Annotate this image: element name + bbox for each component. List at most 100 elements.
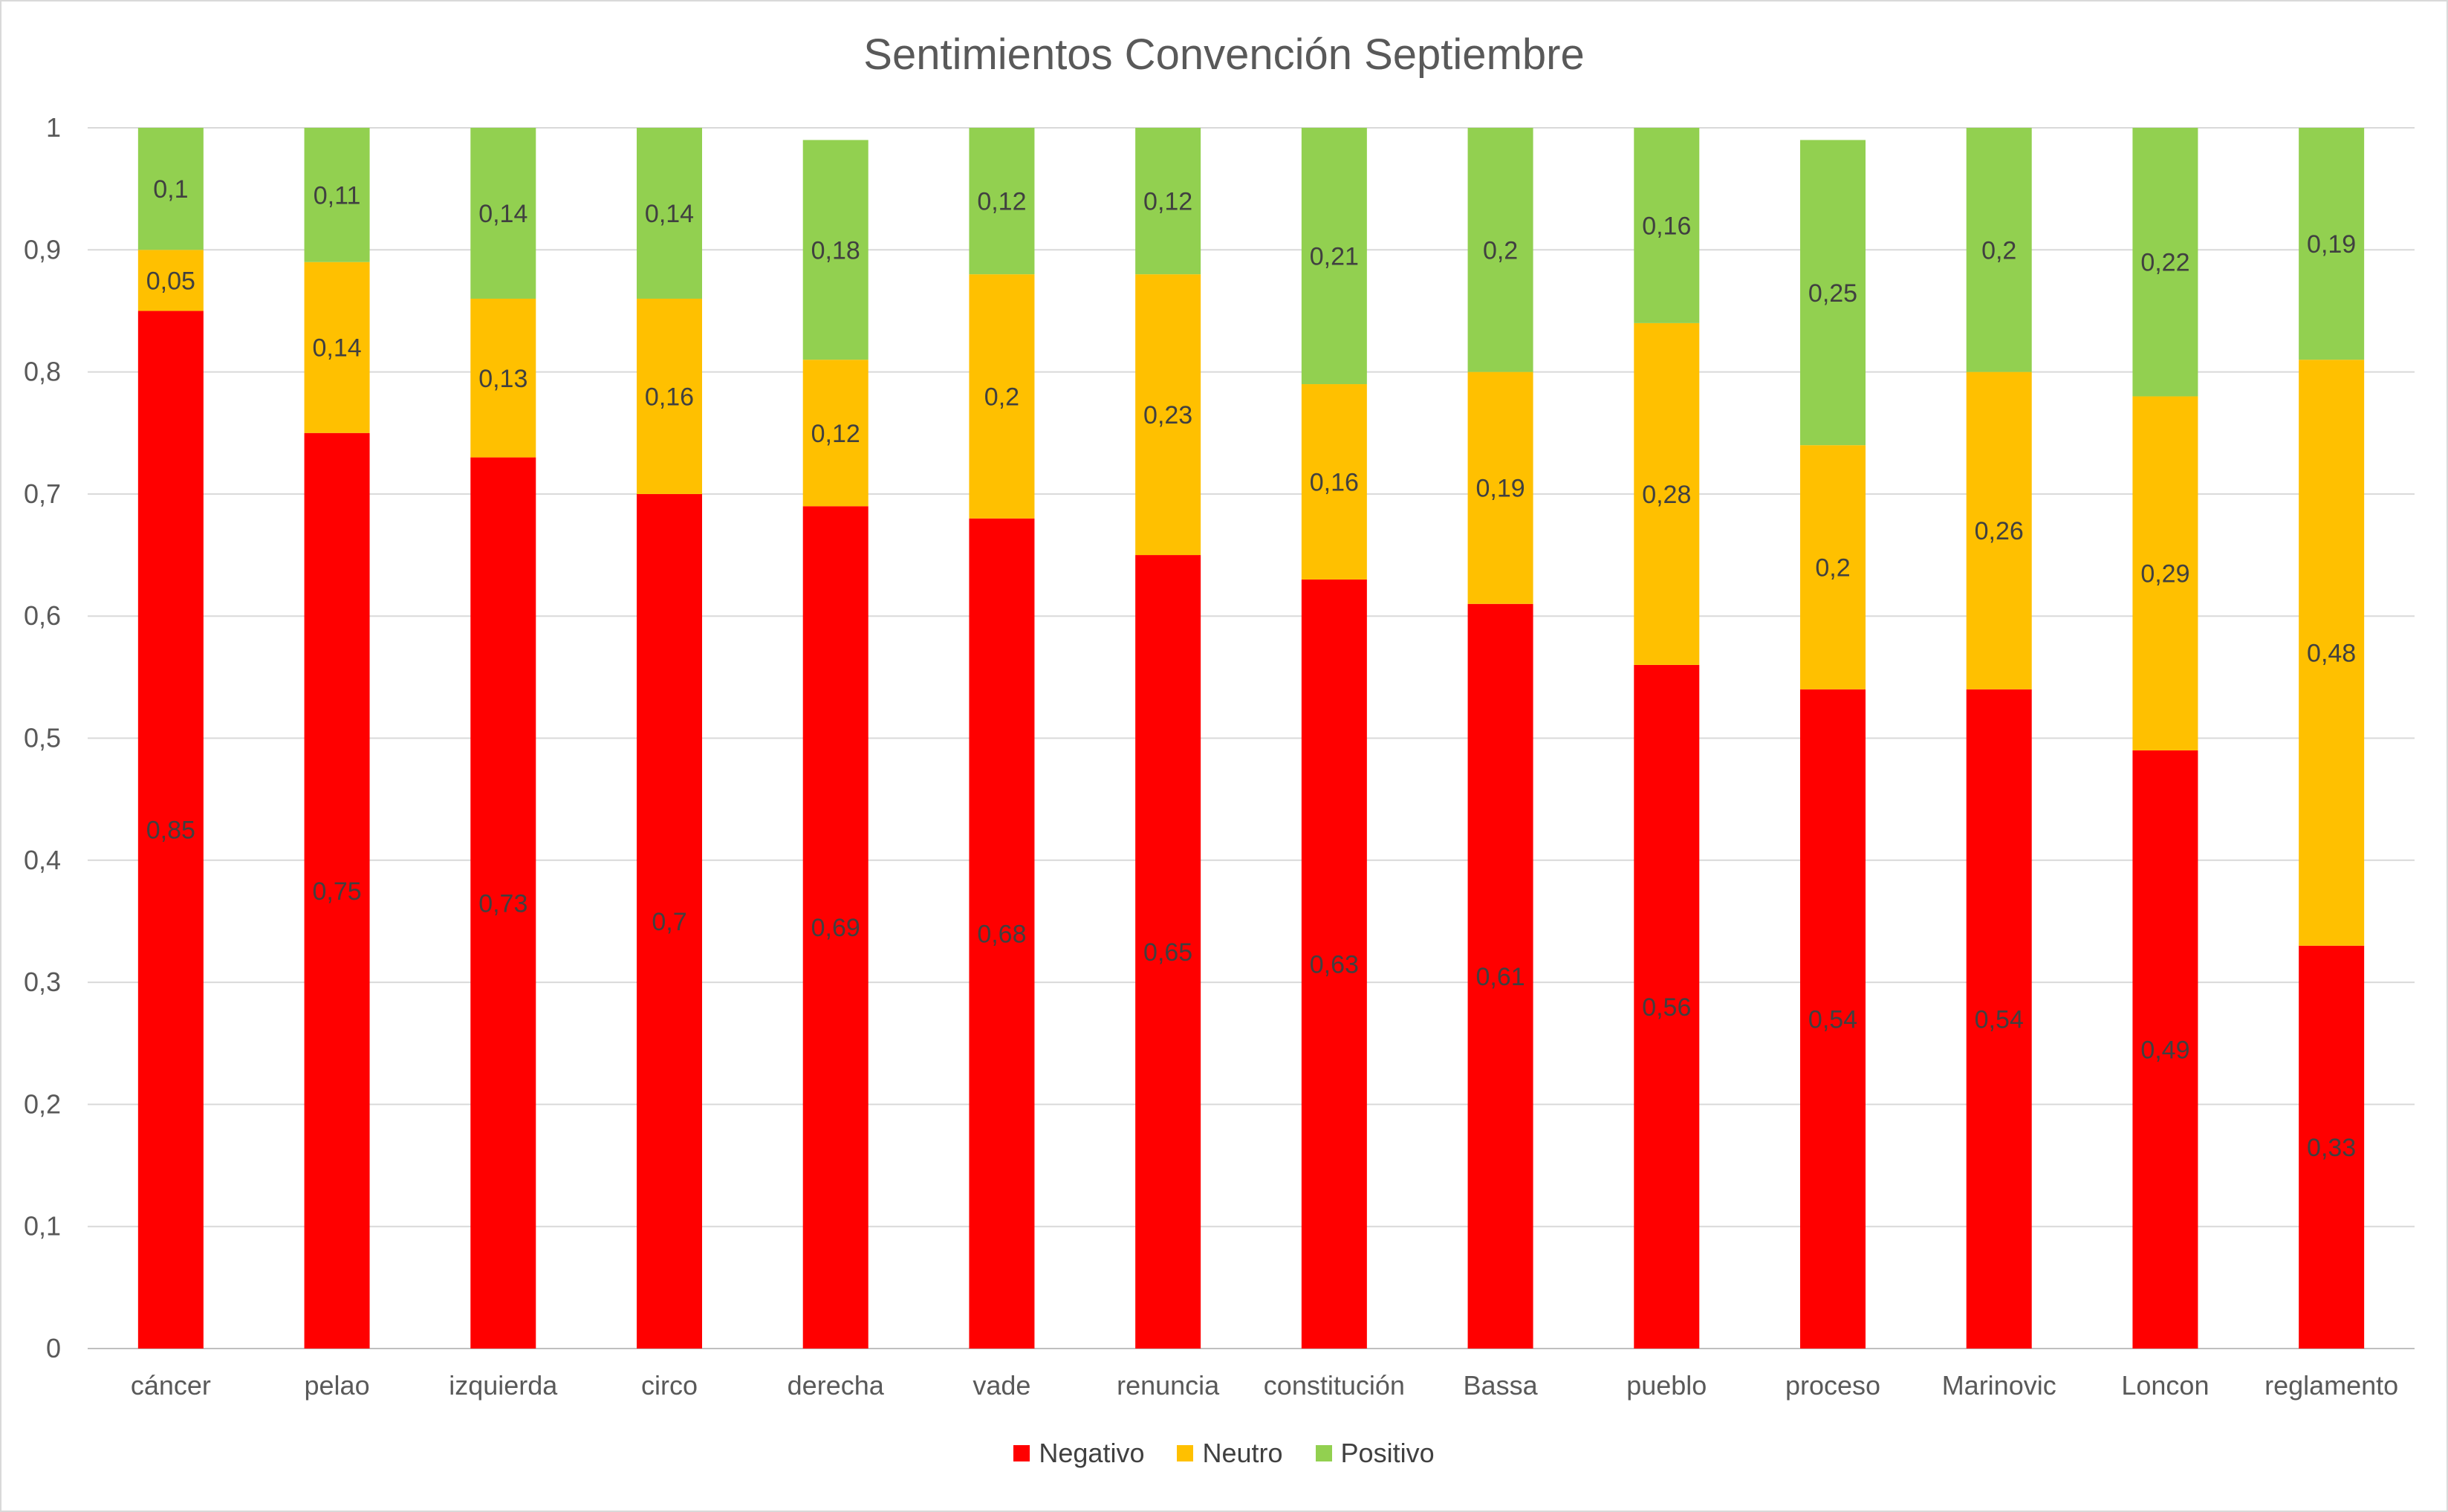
data-label-neutro-4: 0,12 <box>811 420 860 448</box>
bar-negativo-11 <box>1966 689 2032 1349</box>
bar-positivo-13 <box>2299 128 2365 360</box>
legend-item-positivo: Positivo <box>1315 1438 1435 1469</box>
y-tick-label: 1 <box>46 112 61 143</box>
x-tick-label: constitución <box>1264 1370 1405 1401</box>
legend-swatch <box>1013 1445 1030 1461</box>
y-tick-label: 0,5 <box>24 723 61 753</box>
bar-positivo-3 <box>637 128 702 299</box>
y-tick-label: 0,4 <box>24 845 61 875</box>
y-tick-label: 0,1 <box>24 1211 61 1242</box>
bar-neutro-0 <box>137 250 204 311</box>
x-tick-label: proceso <box>1785 1370 1880 1401</box>
bar-positivo-10 <box>1800 140 1866 446</box>
bar-positivo-12 <box>2132 128 2198 397</box>
bar-negativo-13 <box>2299 945 2365 1349</box>
bar-negativo-12 <box>2132 750 2198 1349</box>
bar-positivo-0 <box>137 128 204 250</box>
data-label-neutro-6: 0,23 <box>1143 401 1192 429</box>
x-tick-label: izquierda <box>449 1370 558 1401</box>
legend-swatch <box>1315 1445 1332 1461</box>
x-tick-label: Bassa <box>1464 1370 1539 1401</box>
bar-negativo-7 <box>1301 579 1367 1349</box>
data-label-neutro-11: 0,26 <box>1975 517 2024 545</box>
data-label-positivo-5: 0,12 <box>977 188 1026 216</box>
data-label-positivo-6: 0,12 <box>1143 188 1192 216</box>
x-tick-label: derecha <box>788 1370 885 1401</box>
data-label-negativo-5: 0,68 <box>977 920 1026 948</box>
x-tick-label: pueblo <box>1626 1370 1707 1401</box>
data-label-positivo-1: 0,11 <box>314 181 361 210</box>
data-label-neutro-8: 0,19 <box>1475 475 1525 503</box>
bar-neutro-11 <box>1966 371 2032 690</box>
data-label-negativo-10: 0,54 <box>1808 1005 1857 1034</box>
data-label-negativo-13: 0,33 <box>2307 1134 2356 1162</box>
data-label-negativo-3: 0,7 <box>652 908 686 936</box>
bar-neutro-3 <box>637 299 702 494</box>
bar-positivo-6 <box>1135 128 1201 275</box>
x-tick-label: Marinovic <box>1942 1370 2056 1401</box>
bar-negativo-9 <box>1634 664 1700 1349</box>
y-tick-label: 0,7 <box>24 478 61 509</box>
y-tick-label: 0,2 <box>24 1088 61 1119</box>
x-tick-label: vade <box>973 1370 1030 1401</box>
bar-positivo-11 <box>1966 128 2032 372</box>
data-label-neutro-1: 0,14 <box>312 334 361 363</box>
data-label-neutro-3: 0,16 <box>645 383 694 411</box>
bar-negativo-6 <box>1135 555 1201 1349</box>
data-label-positivo-12: 0,22 <box>2140 249 2189 277</box>
legend-item-negativo: Negativo <box>1013 1438 1144 1469</box>
x-tick-label: cáncer <box>131 1370 211 1401</box>
data-label-negativo-8: 0,61 <box>1475 963 1525 991</box>
x-tick-label: Loncon <box>2121 1370 2209 1401</box>
x-tick-label: reglamento <box>2264 1370 2398 1401</box>
data-label-negativo-12: 0,49 <box>2140 1036 2189 1064</box>
bar-negativo-2 <box>470 457 536 1349</box>
bar-neutro-6 <box>1135 274 1201 556</box>
bar-positivo-4 <box>802 140 869 360</box>
bar-neutro-4 <box>802 360 869 507</box>
data-label-negativo-0: 0,85 <box>146 817 195 845</box>
legend-swatch <box>1177 1445 1194 1461</box>
data-label-neutro-5: 0,2 <box>984 383 1019 411</box>
data-label-negativo-2: 0,73 <box>478 889 527 918</box>
y-tick-label: 0,8 <box>24 357 61 387</box>
y-tick-label: 0,9 <box>24 234 61 265</box>
data-label-positivo-3: 0,14 <box>645 200 694 228</box>
data-label-negativo-11: 0,54 <box>1975 1005 2024 1034</box>
x-tick-label: pelao <box>305 1370 370 1401</box>
chart-title: Sentimientos Convención Septiembre <box>863 30 1585 79</box>
bar-neutro-7 <box>1301 384 1367 580</box>
data-label-positivo-9: 0,16 <box>1642 212 1691 240</box>
bar-neutro-13 <box>2299 360 2365 946</box>
x-tick-label: renuncia <box>1117 1370 1220 1401</box>
legend-label: Neutro <box>1202 1438 1283 1468</box>
data-label-positivo-11: 0,2 <box>1981 236 2016 265</box>
bar-neutro-9 <box>1634 322 1700 665</box>
data-label-positivo-13: 0,19 <box>2307 230 2356 259</box>
y-tick-label: 0,6 <box>24 600 61 631</box>
data-label-neutro-13: 0,48 <box>2307 639 2356 667</box>
legend-item-neutro: Neutro <box>1177 1438 1283 1469</box>
y-tick-label: 0 <box>46 1333 61 1363</box>
data-label-neutro-0: 0,05 <box>146 267 195 295</box>
bar-positivo-2 <box>470 128 536 299</box>
bar-neutro-5 <box>969 274 1035 519</box>
bar-negativo-10 <box>1800 689 1866 1349</box>
data-label-positivo-8: 0,2 <box>1483 236 1518 265</box>
bar-negativo-1 <box>304 432 370 1349</box>
data-label-negativo-6: 0,65 <box>1143 938 1192 967</box>
x-tick-label: circo <box>641 1370 698 1401</box>
data-label-neutro-10: 0,2 <box>1815 554 1850 582</box>
data-label-negativo-7: 0,63 <box>1310 950 1359 979</box>
bar-negativo-0 <box>137 311 204 1349</box>
bar-neutro-8 <box>1467 371 1533 604</box>
data-label-neutro-9: 0,28 <box>1642 481 1691 509</box>
data-label-negativo-1: 0,75 <box>312 877 361 906</box>
bar-negativo-8 <box>1467 603 1533 1349</box>
bar-positivo-1 <box>304 128 370 262</box>
legend-label: Negativo <box>1039 1438 1145 1468</box>
data-label-positivo-10: 0,25 <box>1808 279 1857 308</box>
bar-neutro-1 <box>304 262 370 433</box>
